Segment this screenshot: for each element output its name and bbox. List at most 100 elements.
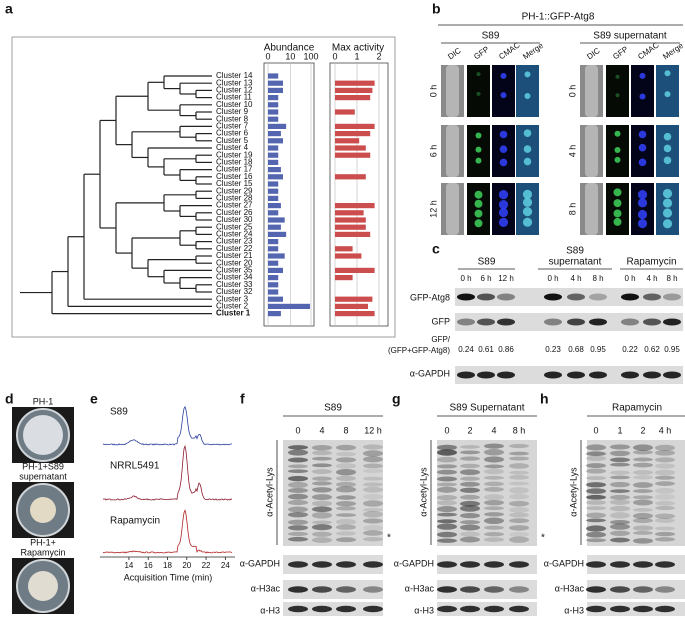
row-label: GFP/	[431, 335, 450, 344]
smear-band	[312, 520, 332, 525]
activity-bar	[335, 303, 368, 309]
abundance-bar	[268, 116, 279, 122]
abundance-bar	[268, 138, 283, 144]
smear-band	[509, 512, 529, 518]
band	[363, 586, 383, 593]
ratio-value: 0.24	[458, 345, 474, 354]
cluster-label: Cluster 20	[216, 258, 253, 267]
smear-band	[633, 518, 653, 524]
smear-band	[437, 456, 457, 463]
band	[610, 586, 630, 593]
vacuole	[613, 209, 622, 218]
plot-box	[263, 62, 315, 327]
x-tick-label: 22	[202, 561, 211, 570]
panel-title: S89	[324, 403, 342, 414]
smear-band	[484, 487, 504, 492]
smear-band	[336, 518, 356, 526]
band	[509, 561, 529, 568]
vacuole	[613, 188, 622, 197]
smear-band	[460, 520, 480, 525]
micrograph	[631, 65, 654, 117]
trace-label: S89	[110, 407, 128, 418]
x-tick-label: 2	[376, 51, 381, 61]
smear-band	[336, 457, 356, 463]
smear-band	[336, 531, 356, 536]
panel-letter: d	[5, 391, 14, 407]
smear-band	[336, 463, 356, 469]
vacuole	[474, 190, 483, 199]
antibody-label: α-H3	[260, 605, 280, 615]
smear-band	[484, 537, 504, 543]
smear-band	[336, 524, 356, 530]
smear-band	[484, 468, 504, 475]
smear-band	[437, 486, 457, 493]
x-tick-label: 0	[265, 51, 270, 61]
smear-band	[312, 537, 332, 544]
time-label: 0 h	[567, 85, 577, 98]
band	[621, 371, 639, 379]
smear-band	[460, 463, 480, 469]
band	[460, 561, 480, 568]
row-label: α-GAPDH	[410, 368, 450, 378]
cluster-label: Cluster 33	[216, 280, 253, 289]
smear-band	[437, 538, 457, 543]
cluster-label: Cluster 30	[216, 215, 253, 224]
antibody-label: α-Acetyl-Lys	[568, 467, 578, 517]
x-tick-label: 18	[163, 561, 172, 570]
smear-band	[312, 450, 332, 456]
smear-band	[655, 450, 675, 456]
smear-band	[484, 481, 504, 487]
smear-band	[610, 537, 630, 543]
abundance-bar	[268, 80, 283, 86]
smear-band	[336, 481, 356, 488]
smear-band	[610, 444, 630, 450]
smear-band	[363, 444, 383, 450]
hypha	[585, 125, 598, 177]
smear-band	[460, 531, 480, 537]
trace-label: NRRL5491	[110, 461, 160, 472]
smear-band	[312, 487, 332, 493]
smear-band	[460, 469, 480, 476]
smear-band	[312, 456, 332, 461]
smear-band	[586, 500, 606, 505]
antibody-label: α-H3ac	[405, 583, 435, 593]
band	[457, 371, 475, 379]
activity-bar	[335, 275, 353, 281]
smear-band	[586, 525, 606, 532]
time-label: 6 h	[480, 274, 491, 283]
band	[589, 318, 607, 326]
ratio-value: 0.86	[498, 345, 514, 354]
abundance-bar	[268, 296, 283, 302]
time-label: 0	[295, 425, 300, 435]
vacuole	[499, 130, 508, 139]
band	[663, 318, 681, 326]
vacuole	[476, 91, 481, 96]
smear-band	[336, 501, 356, 507]
smear-band	[655, 518, 675, 523]
vacuole	[500, 72, 507, 79]
smear-band	[586, 494, 606, 500]
antibody-label: α-Acetyl-Lys	[418, 467, 428, 517]
vacuole	[498, 200, 509, 210]
abundance-bar	[268, 303, 311, 309]
smear-band	[336, 495, 356, 500]
smear-band	[509, 525, 529, 531]
vacuole	[523, 157, 532, 166]
vacuole	[637, 190, 648, 200]
vacuole	[499, 158, 508, 167]
cluster-label: Cluster 25	[216, 222, 253, 231]
micrograph	[606, 183, 629, 235]
vacuole	[499, 145, 508, 153]
band	[567, 293, 585, 301]
smear-band	[336, 537, 356, 543]
activity-bar	[335, 109, 355, 115]
band	[643, 318, 661, 326]
smear-band	[586, 518, 606, 523]
cluster-label: Cluster 21	[216, 251, 253, 260]
smear-band	[509, 463, 529, 469]
time-label: 12 h	[498, 274, 514, 283]
smear-band	[633, 462, 653, 468]
activity-bar	[335, 296, 373, 302]
chromatogram	[102, 405, 233, 446]
vacuole	[614, 130, 621, 137]
